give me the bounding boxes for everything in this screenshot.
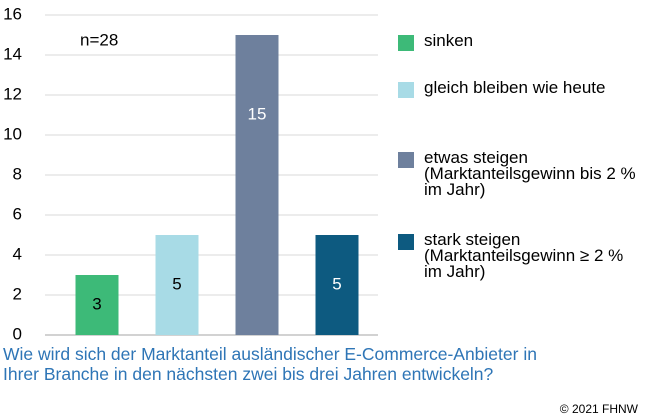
legend-swatch [398,234,414,250]
y-tick-label: 4 [13,244,22,263]
y-tick-label: 12 [3,84,22,103]
legend-label: sinken [424,31,474,50]
bar [315,235,359,335]
y-tick-label: 10 [3,124,22,143]
data-label: 5 [172,274,181,293]
data-label: 15 [248,104,267,123]
y-tick-label: 16 [3,4,22,23]
legend-item: etwas steigen (Marktanteilsgewinn bis 2 … [398,148,638,199]
data-label: 5 [332,274,341,293]
legend-label: gleich bleiben wie heute [424,78,606,97]
caption: Wie wird sich der Marktanteil ausländisc… [3,344,537,384]
legend-swatch [398,82,414,98]
legend-swatch [398,35,414,51]
annotation: n=28 [80,30,118,49]
y-tick-label: 2 [13,284,22,303]
legend-item: stark steigen (Marktanteilsgewinn ≥ 2 % … [398,230,638,281]
y-tick-label: 6 [13,204,22,223]
bar [235,35,279,335]
bar [155,235,199,335]
bar [75,275,119,335]
legend-item: sinken [398,31,638,51]
legend-item: gleich bleiben wie heute [398,78,638,98]
y-tick-label: 14 [3,44,22,63]
legend-swatch [398,152,414,168]
copyright: © 2021 FHNW [559,402,638,416]
data-label: 3 [92,294,101,313]
y-tick-label: 0 [13,324,22,343]
y-tick-label: 8 [13,164,22,183]
legend-label: etwas steigen (Marktanteilsgewinn bis 2 … [424,148,636,199]
legend-label: stark steigen (Marktanteilsgewinn ≥ 2 % … [424,230,624,281]
